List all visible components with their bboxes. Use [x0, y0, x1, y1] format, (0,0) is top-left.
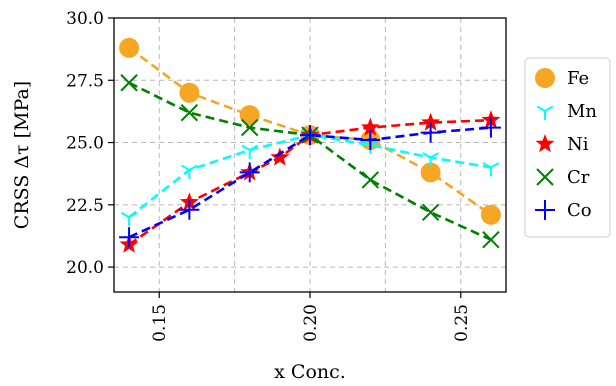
legend-label: Cr [567, 167, 590, 188]
marker-x [482, 230, 500, 249]
data-point [179, 82, 200, 103]
y-tick-label: 22.5 [66, 196, 104, 216]
data-point [181, 164, 198, 179]
data-point [420, 122, 441, 143]
data-point [480, 117, 501, 138]
data-point [119, 227, 140, 248]
series-layer [119, 37, 501, 253]
series-line [128, 118, 491, 246]
legend-label: Fe [567, 68, 589, 89]
data-point [420, 162, 441, 183]
legend-item-co: Co [535, 200, 592, 221]
marker-star [421, 112, 441, 131]
data-point [482, 230, 500, 249]
marker-tri-down [482, 162, 500, 177]
data-point [179, 199, 200, 220]
legend-item-fe: Fe [535, 68, 589, 89]
legend-label: Ni [567, 134, 589, 155]
legend: Fe Mn Ni Cr Co [524, 57, 611, 238]
marker-tri-down [536, 105, 554, 120]
marker-circle [420, 162, 441, 183]
marker-x [240, 118, 259, 137]
y-tick-label: 25.0 [66, 134, 104, 154]
marker-circle [179, 82, 200, 103]
marker-x [120, 74, 138, 92]
marker-tri-down [181, 164, 198, 179]
marker-tri-down [120, 211, 138, 227]
marker-plus [179, 199, 200, 220]
data-point [535, 68, 555, 88]
data-point [361, 171, 380, 189]
data-point [239, 162, 260, 183]
data-point [180, 103, 199, 122]
data-point [360, 117, 380, 136]
data-point [120, 74, 138, 92]
x-tick-label: 0.15 [150, 304, 170, 342]
y-tick-label: 27.5 [66, 71, 104, 91]
marker-plus [480, 117, 501, 138]
data-point [240, 118, 259, 137]
marker-tri-down [422, 152, 439, 167]
y-tick-label: 20.0 [66, 258, 104, 278]
x-tick-label: 0.20 [301, 304, 321, 342]
legend-item-mn: Mn [536, 101, 597, 122]
marker-plus [239, 162, 260, 183]
data-point [239, 105, 260, 126]
y-tick-label: 30.0 [66, 9, 104, 29]
data-point [421, 112, 441, 131]
data-point [119, 37, 140, 58]
legend-label: Co [567, 200, 592, 221]
marker-circle [239, 105, 260, 126]
marker-x [361, 171, 380, 189]
x-tick-label: 0.25 [452, 304, 472, 342]
marker-plus [300, 125, 320, 146]
marker-circle [480, 204, 501, 225]
legend-label: Mn [567, 101, 597, 122]
grid [114, 17, 506, 292]
data-point [482, 162, 500, 177]
series-co [119, 117, 501, 248]
ticks: 0.15 0.20 0.25 20.0 22.5 25.0 27.5 30.0 [66, 9, 472, 342]
y-axis-label: CRSS Δτ [MPa] [11, 81, 33, 229]
data-point [300, 125, 320, 146]
legend-item-cr: Cr [536, 167, 590, 188]
marker-star [535, 134, 555, 153]
marker-plus [420, 122, 441, 143]
marker-plus [360, 130, 381, 151]
marker-circle [535, 68, 555, 88]
data-point [421, 203, 440, 221]
marker-x [536, 168, 554, 186]
marker-plus [535, 200, 555, 220]
data-point [480, 204, 501, 225]
data-point [535, 134, 555, 153]
legend-item-ni: Ni [535, 134, 589, 155]
marker-star [270, 147, 290, 166]
data-point [422, 152, 439, 167]
data-point [360, 130, 381, 151]
data-point [270, 147, 290, 166]
marker-tri-down [241, 144, 259, 160]
x-axis-label: x Conc. [274, 361, 346, 383]
data-point [241, 144, 259, 160]
data-point [120, 211, 138, 227]
data-point [536, 105, 554, 120]
marker-x [421, 203, 440, 221]
data-point [536, 168, 554, 186]
marker-circle [119, 37, 140, 58]
data-point [535, 200, 555, 220]
marker-star [360, 117, 380, 136]
marker-plus [119, 227, 140, 248]
marker-x [180, 103, 199, 122]
legend-box [524, 57, 611, 238]
